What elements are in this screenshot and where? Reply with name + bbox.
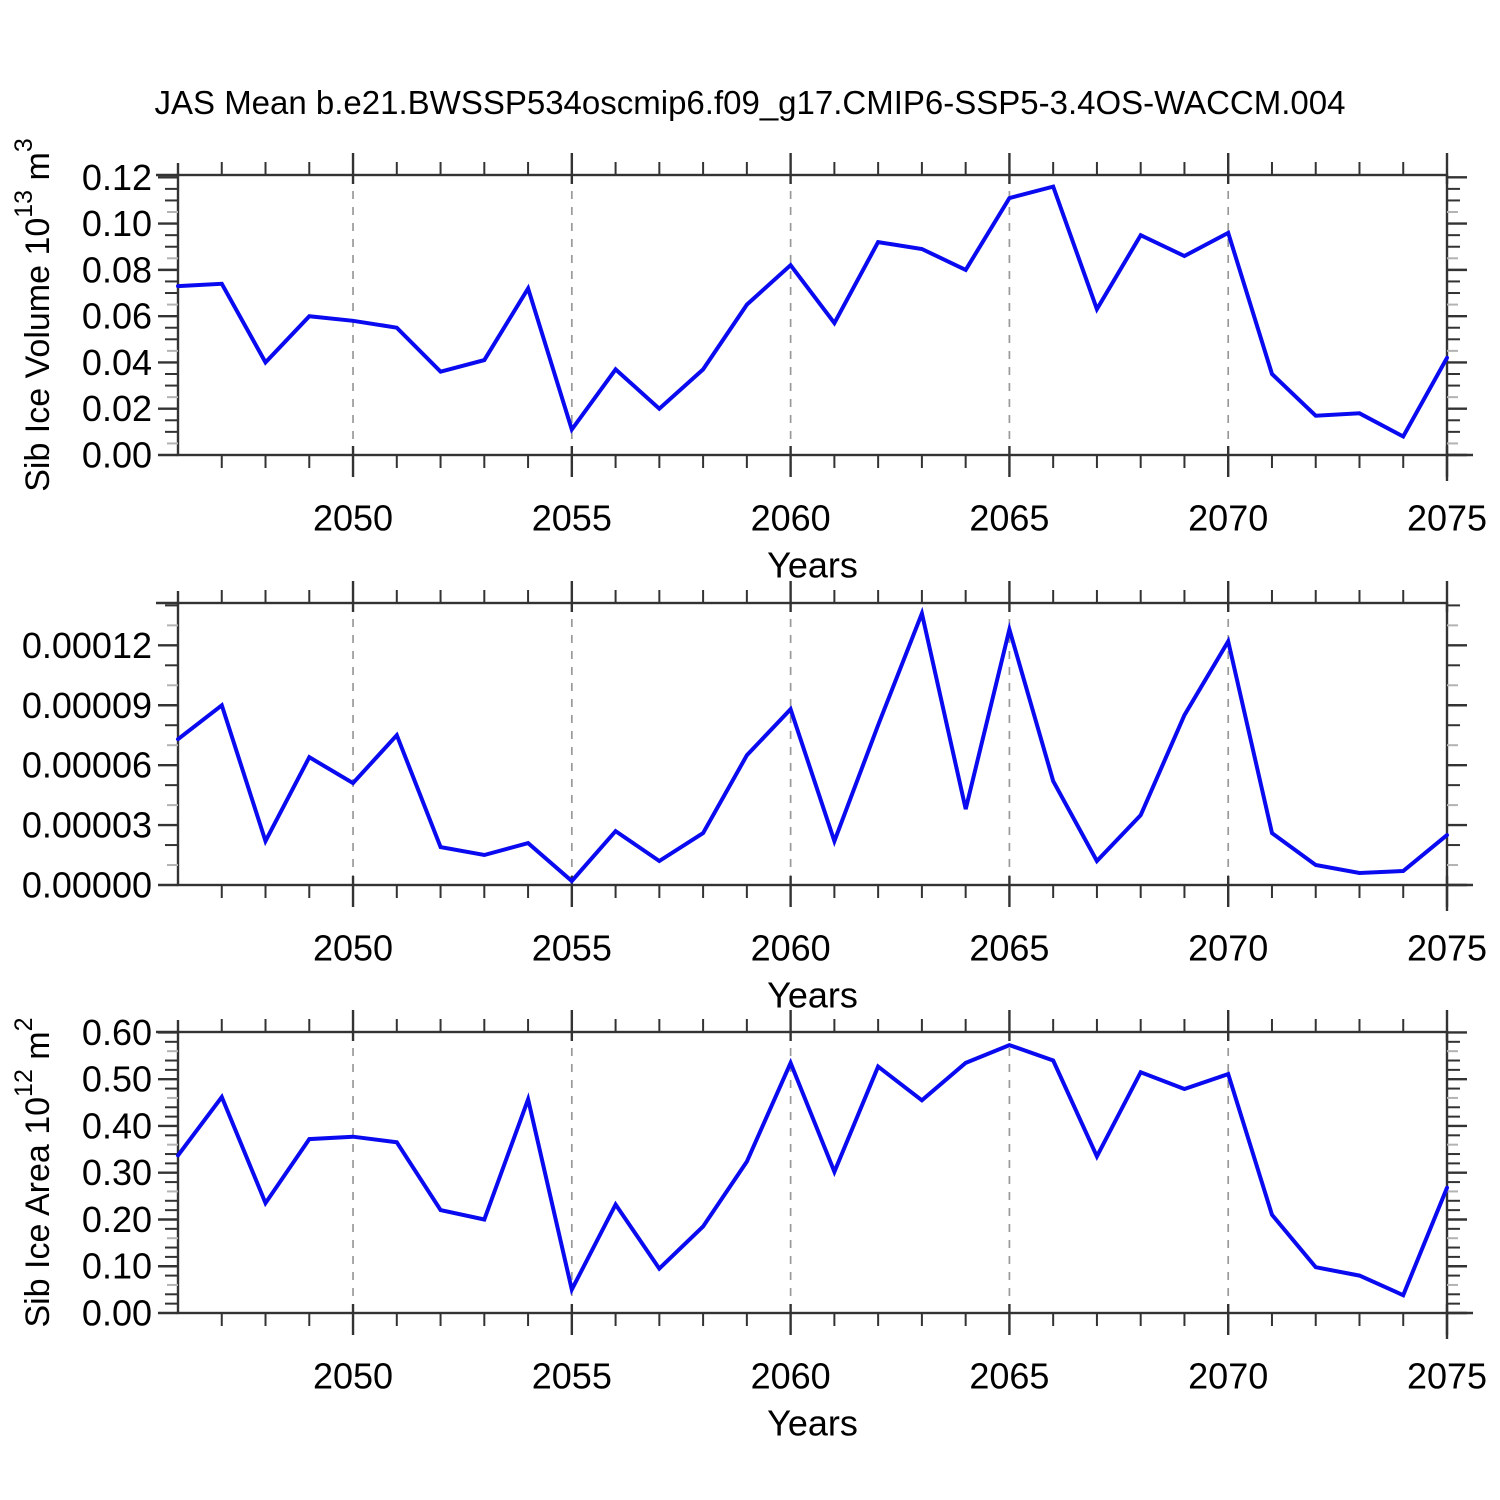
x-axis-title: Years <box>767 975 858 1016</box>
panel-2: 2050 2055 2060 2065 2070 2075 0.00000 0.00003 0.… <box>22 581 1487 1016</box>
plot-box <box>176 173 1449 457</box>
y-tick-label: 0.20 <box>82 1199 152 1240</box>
y-tick-label: 0.06 <box>82 296 152 337</box>
x-tick-label: 2055 <box>532 928 612 969</box>
panel-3: 2050 2055 2060 2065 2070 2075 0.00 0.10 0.20 0.30… <box>10 1010 1487 1444</box>
y-tick-label: 0.00 <box>82 435 152 476</box>
x-tick-label: 2070 <box>1188 498 1268 539</box>
y-tick-label: 0.12 <box>82 157 152 198</box>
y-tick-label: 0.00012 <box>22 625 152 666</box>
x-tick-label: 2065 <box>969 1356 1049 1397</box>
x-axis-title: Years <box>767 545 858 586</box>
y-tick-label: 0.00006 <box>22 745 152 786</box>
x-tick-label: 2065 <box>969 498 1049 539</box>
y-tick-label: 0.00003 <box>22 805 152 846</box>
data-line <box>176 606 1449 884</box>
x-tick-label: 2060 <box>751 928 831 969</box>
y-tick-label: 0.00009 <box>22 685 152 726</box>
x-tick-label: 2065 <box>969 928 1049 969</box>
plot-box <box>176 601 1449 887</box>
data-line <box>176 1042 1449 1298</box>
x-tick-label: 2050 <box>313 928 393 969</box>
y-tick-label: 0.30 <box>82 1152 152 1193</box>
chart-title: JAS Mean b.e21.BWSSP534oscmip6.f09_g17.C… <box>154 84 1346 121</box>
plot-box <box>176 1030 1449 1315</box>
y-tick-label: 0.00 <box>82 1293 152 1334</box>
x-tick-label: 2070 <box>1188 928 1268 969</box>
x-axis-title: Years <box>767 1403 858 1444</box>
y-tick-label: 0.08 <box>82 249 152 290</box>
x-tick-label: 2075 <box>1407 1356 1487 1397</box>
y-tick-label: 0.60 <box>82 1012 152 1053</box>
x-tick-label: 2050 <box>313 1356 393 1397</box>
y-tick-label: 0.40 <box>82 1105 152 1146</box>
y-axis-title: Sib Ice Area 1012 m2 <box>10 1017 57 1327</box>
x-tick-label: 2060 <box>751 498 831 539</box>
panel-1: 2050 2055 2060 2065 2070 2075 0.00 0.02 0.04 0.06… <box>10 138 1487 585</box>
x-tick-label: 2055 <box>532 1356 612 1397</box>
y-tick-label: 0.10 <box>82 203 152 244</box>
x-tick-label: 2075 <box>1407 928 1487 969</box>
x-tick-label: 2070 <box>1188 1356 1268 1397</box>
y-tick-label: 0.00000 <box>22 865 152 906</box>
y-tick-label: 0.50 <box>82 1059 152 1100</box>
x-tick-label: 2075 <box>1407 498 1487 539</box>
x-tick-label: 2060 <box>751 1356 831 1397</box>
x-tick-label: 2055 <box>532 498 612 539</box>
y-axis-title: Sib Ice Volume 1013 m3 <box>10 138 57 492</box>
y-tick-label: 0.02 <box>82 388 152 429</box>
x-tick-label: 2050 <box>313 498 393 539</box>
y-tick-label: 0.10 <box>82 1246 152 1287</box>
y-tick-label: 0.04 <box>82 342 152 383</box>
data-line <box>176 184 1449 440</box>
